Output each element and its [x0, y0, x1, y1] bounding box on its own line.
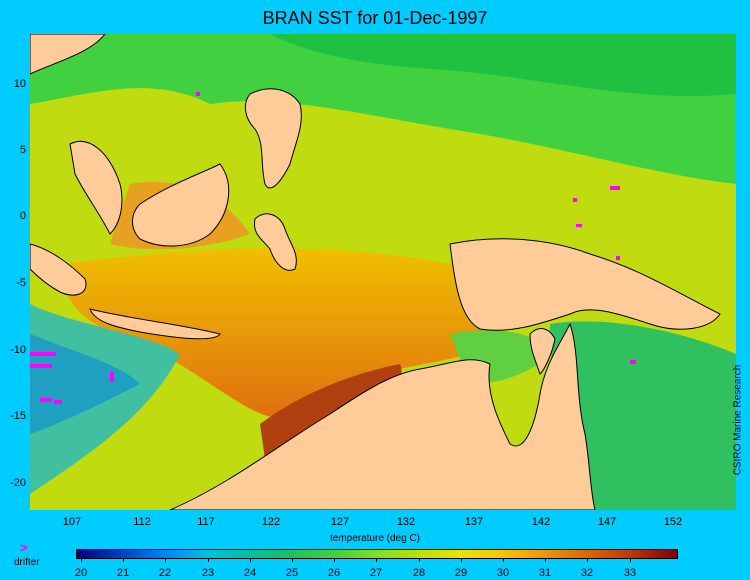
- colorbar: [76, 549, 678, 559]
- drifter-marker: [610, 186, 620, 190]
- colorbar-tick-mark: [292, 558, 293, 562]
- cape-york: [529, 328, 556, 375]
- borneo: [132, 163, 230, 247]
- y-tick-label: -10: [10, 344, 26, 356]
- y-tick-label: 10: [13, 78, 26, 90]
- x-tick-label: 127: [330, 516, 350, 528]
- drifter-marker: [54, 400, 62, 404]
- colorbar-tick-label: 33: [623, 567, 637, 579]
- colorbar-tick-mark: [250, 558, 251, 562]
- coral-sea-cool: [550, 321, 736, 510]
- drifter-marker: [576, 224, 582, 227]
- x-tick-label: 147: [597, 516, 617, 528]
- x-tick-label: 122: [261, 516, 281, 528]
- colorbar-tick-label: 25: [285, 567, 299, 579]
- colorbar-tick-mark: [545, 558, 546, 562]
- colorbar-tick-label: 24: [243, 567, 257, 579]
- colorbar-tick-mark: [165, 558, 166, 562]
- warm-sea-region: [60, 248, 495, 418]
- x-tick-label: 132: [396, 516, 416, 528]
- colorbar-tick-mark: [123, 558, 124, 562]
- drifter-marker: [110, 372, 114, 382]
- drifter-marker: [30, 364, 52, 368]
- new-guinea: [449, 238, 721, 331]
- sst-map: [30, 34, 736, 510]
- colorbar-tick-mark: [81, 558, 82, 562]
- indian-ocean-cooler: [30, 334, 140, 434]
- sst-map-svg: [30, 34, 736, 510]
- x-tick-label: 152: [663, 516, 683, 528]
- colorbar-tick-label: 20: [74, 567, 88, 579]
- map-title: BRAN SST for 01-Dec-1997: [262, 8, 488, 28]
- colorbar-tick-mark: [587, 558, 588, 562]
- colorbar-tick-mark: [503, 558, 504, 562]
- drifter-legend-label: drifter: [14, 557, 40, 568]
- colorbar-tick-label: 30: [496, 567, 510, 579]
- sumatra: [30, 243, 87, 296]
- colorbar-tick-label: 27: [369, 567, 383, 579]
- sulawesi: [253, 213, 297, 271]
- drifter-markers: [30, 92, 636, 404]
- y-tick-label: 5: [19, 144, 26, 156]
- australia: [169, 322, 596, 510]
- drifter-marker: [616, 256, 620, 260]
- colorbar-label: temperature (deg C): [329, 533, 421, 544]
- drifter-marker: [573, 198, 577, 202]
- colorbar-tick-label: 28: [412, 567, 426, 579]
- colorbar-tick-label: 22: [158, 567, 172, 579]
- drifter-legend-icon: >: [20, 540, 28, 555]
- drifter-marker: [630, 360, 636, 364]
- y-tick-label: -5: [16, 277, 26, 289]
- colorbar-tick-label: 23: [201, 567, 215, 579]
- x-tick-label: 117: [197, 516, 215, 528]
- pacific-cooler-region: [270, 34, 736, 97]
- colorbar-tick-mark: [630, 558, 631, 562]
- colorbar-tick-mark: [461, 558, 462, 562]
- y-tick-label: 0: [19, 210, 26, 222]
- colorbar-tick-label: 26: [327, 567, 341, 579]
- y-tick-label: -15: [10, 410, 26, 422]
- colorbar-tick-label: 29: [454, 567, 468, 579]
- drifter-marker: [40, 398, 52, 402]
- credit-text: CSIRO Marine Research: [732, 364, 744, 476]
- philippines: [244, 88, 302, 189]
- x-tick-label: 112: [133, 516, 151, 528]
- colorbar-tick-label: 32: [580, 567, 594, 579]
- colorbar-tick-label: 21: [116, 567, 130, 579]
- drifter-marker: [196, 92, 200, 96]
- y-tick-label: -20: [10, 477, 26, 489]
- colorbar-tick-label: 31: [538, 567, 552, 579]
- land-masses: [30, 34, 721, 510]
- x-tick-label: 137: [464, 516, 484, 528]
- colorbar-tick-mark: [334, 558, 335, 562]
- mainland-southeast-asia: [30, 34, 123, 235]
- drifter-marker: [30, 352, 56, 356]
- x-tick-label: 107: [62, 516, 82, 528]
- java: [89, 308, 221, 340]
- colorbar-tick-mark: [419, 558, 420, 562]
- x-tick-label: 142: [531, 516, 551, 528]
- colorbar-tick-mark: [376, 558, 377, 562]
- colorbar-tick-mark: [208, 558, 209, 562]
